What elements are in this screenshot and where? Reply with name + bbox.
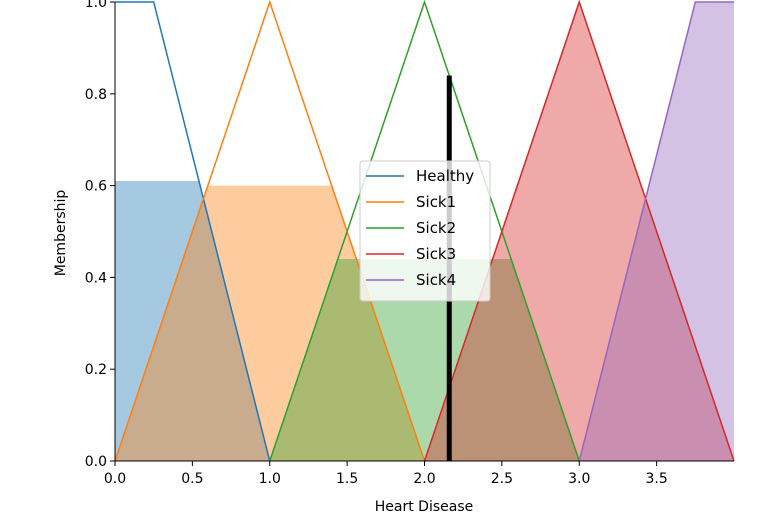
- legend: Healthy Sick1 Sick2 Sick3 Sick4: [359, 160, 491, 302]
- y-tick-label: 0.8: [85, 87, 107, 103]
- activation-fills: [115, 2, 734, 461]
- x-tick-label: 2.5: [491, 471, 513, 487]
- x-tick-label: 1.5: [336, 471, 358, 487]
- legend-box: [359, 160, 491, 302]
- x-axis-ticks: 0.0 0.5 1.0 1.5 2.0 2.5 3.0 3.5: [104, 461, 668, 487]
- legend-label-sick3: Sick3: [416, 245, 456, 263]
- fill-sick1: [115, 185, 425, 461]
- line-sick4: [578, 1, 734, 462]
- legend-label-sick4: Sick4: [416, 271, 456, 289]
- legend-label-sick1: Sick1: [416, 193, 456, 211]
- y-tick-label: 0.4: [85, 270, 107, 286]
- line-sick2: [269, 0, 580, 462]
- x-tick-label: 2.0: [413, 471, 435, 487]
- fill-sick3: [424, 2, 734, 461]
- y-axis-ticks: 0.0 0.2 0.4 0.6 0.8 1.0: [85, 0, 115, 470]
- y-tick-label: 0.2: [85, 362, 107, 378]
- legend-label-sick2: Sick2: [416, 219, 456, 237]
- x-axis-label: Heart Disease: [375, 499, 473, 515]
- y-tick-label: 0.0: [85, 454, 107, 470]
- membership-lines: [114, 0, 735, 462]
- x-tick-label: 3.5: [645, 471, 667, 487]
- y-axis-label: Membership: [53, 190, 69, 277]
- x-tick-label: 1.0: [259, 471, 281, 487]
- line-healthy: [115, 1, 271, 462]
- x-tick-label: 0.5: [181, 471, 203, 487]
- fill-sick2: [269, 259, 580, 461]
- fill-healthy: [115, 181, 270, 461]
- y-tick-label: 1.0: [85, 0, 107, 11]
- line-sick3: [423, 0, 735, 462]
- x-tick-label: 3.0: [568, 471, 590, 487]
- legend-label-healthy: Healthy: [416, 167, 474, 185]
- x-tick-label: 0.0: [104, 471, 126, 487]
- y-tick-label: 0.6: [85, 179, 107, 195]
- line-sick1: [114, 0, 426, 462]
